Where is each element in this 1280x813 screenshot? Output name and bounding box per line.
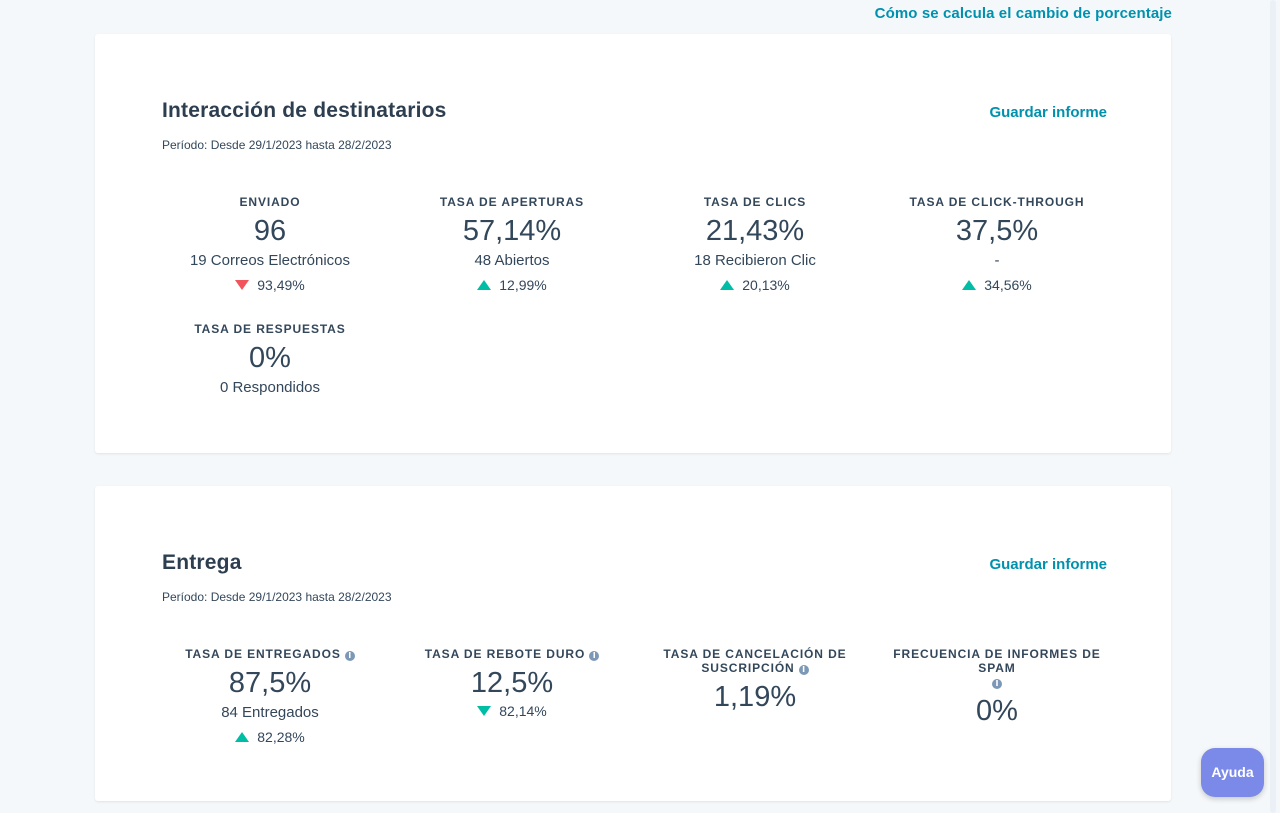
metric-value: 0% bbox=[249, 342, 291, 374]
change-value: 20,13% bbox=[742, 277, 790, 293]
metric-spam-report-rate: FRECUENCIA DE INFORMES DE SPAM i 0% bbox=[877, 647, 1117, 728]
metric-value: 21,43% bbox=[705, 215, 805, 247]
metric-label: TASA DE CLICS bbox=[703, 195, 807, 209]
metric-unsubscribe-rate: TASA DE CANCELACIÓN DE SUSCRIPCIÓN i 1,19… bbox=[635, 647, 875, 714]
metric-value: 12,5% bbox=[470, 667, 554, 699]
metric-change: 82,14% bbox=[392, 702, 632, 720]
metric-subtext: 19 Correos Electrónicos bbox=[189, 252, 351, 269]
scrollbar[interactable] bbox=[1266, 0, 1280, 813]
metric-subtext: 84 Entregados bbox=[221, 704, 319, 721]
metric-subtext: 0 Respondidos bbox=[219, 379, 321, 396]
metric-click-through-rate: TASA DE CLICK-THROUGH 37,5% - 34,56% bbox=[877, 195, 1117, 294]
delivery-card: Entrega Guardar informe Período: Desde 2… bbox=[95, 486, 1171, 801]
change-value: 82,28% bbox=[257, 729, 305, 745]
metric-open-rate: TASA DE APERTURAS 57,14% 48 Abiertos 12,… bbox=[392, 195, 632, 294]
change-value: 12,99% bbox=[499, 277, 547, 293]
metric-value: 37,5% bbox=[955, 215, 1039, 247]
metric-reply-rate: TASA DE RESPUESTAS 0% 0 Respondidos bbox=[150, 322, 390, 398]
period-text: Período: Desde 29/1/2023 hasta 28/2/2023 bbox=[162, 138, 392, 152]
metric-value: 87,5% bbox=[228, 667, 312, 699]
triangle-down-icon bbox=[235, 280, 250, 290]
metric-label-text: FRECUENCIA DE INFORMES DE SPAM bbox=[893, 647, 1101, 675]
metric-label-text: SUSCRIPCIÓN bbox=[701, 661, 795, 675]
metric-label-text: TASA DE REBOTE DURO bbox=[424, 647, 586, 661]
metric-label: TASA DE REBOTE DURO i bbox=[392, 647, 632, 661]
metric-value: 0% bbox=[976, 695, 1018, 727]
metric-change: 34,56% bbox=[877, 276, 1117, 294]
triangle-up-icon bbox=[962, 280, 977, 290]
metric-label-text: TASA DE ENTREGADOS bbox=[185, 647, 341, 661]
metric-subtext: 18 Recibieron Clic bbox=[694, 252, 816, 269]
triangle-up-icon bbox=[720, 280, 735, 290]
metric-delivered-rate: TASA DE ENTREGADOS i 87,5% 84 Entregados … bbox=[150, 647, 390, 746]
metric-label: TASA DE CLICK-THROUGH bbox=[909, 195, 1085, 209]
metric-subtext: - bbox=[994, 252, 1000, 269]
engagement-card: Interacción de destinatarios Guardar inf… bbox=[95, 34, 1171, 453]
metric-label: TASA DE APERTURAS bbox=[439, 195, 585, 209]
metric-label: TASA DE CANCELACIÓN DE SUSCRIPCIÓN i bbox=[635, 647, 875, 675]
card-title: Entrega bbox=[162, 551, 242, 574]
metric-change: 20,13% bbox=[635, 276, 875, 294]
change-value: 93,49% bbox=[257, 277, 305, 293]
metric-change: 12,99% bbox=[392, 276, 632, 294]
metric-click-rate: TASA DE CLICS 21,43% 18 Recibieron Clic … bbox=[635, 195, 875, 294]
help-button[interactable]: Ayuda bbox=[1201, 748, 1264, 797]
metric-value: 1,19% bbox=[713, 681, 797, 713]
change-value: 34,56% bbox=[984, 277, 1032, 293]
info-icon[interactable]: i bbox=[992, 679, 1002, 689]
triangle-down-icon bbox=[477, 706, 492, 716]
metric-value: 57,14% bbox=[462, 215, 562, 247]
metric-label: TASA DE RESPUESTAS bbox=[194, 322, 346, 336]
metric-label: TASA DE ENTREGADOS i bbox=[150, 647, 390, 661]
triangle-up-icon bbox=[477, 280, 492, 290]
metric-change: 93,49% bbox=[150, 276, 390, 294]
metric-label: ENVIADO bbox=[239, 195, 301, 209]
metric-label-text: TASA DE CANCELACIÓN DE bbox=[663, 647, 847, 661]
save-report-button[interactable]: Guardar informe bbox=[989, 104, 1107, 121]
save-report-button[interactable]: Guardar informe bbox=[989, 556, 1107, 573]
metric-change: 82,28% bbox=[150, 728, 390, 746]
percent-change-help-link[interactable]: Cómo se calcula el cambio de porcentaje bbox=[874, 5, 1172, 22]
metric-value: 96 bbox=[253, 215, 287, 247]
info-icon[interactable]: i bbox=[589, 651, 600, 661]
change-value: 82,14% bbox=[499, 703, 547, 719]
metric-subtext: 48 Abiertos bbox=[474, 252, 550, 269]
metric-sent: ENVIADO 96 19 Correos Electrónicos 93,49… bbox=[150, 195, 390, 294]
metric-label: FRECUENCIA DE INFORMES DE SPAM i bbox=[877, 647, 1117, 689]
card-title: Interacción de destinatarios bbox=[162, 99, 447, 122]
scrollbar-thumb[interactable] bbox=[1270, 0, 1276, 813]
info-icon[interactable]: i bbox=[798, 665, 809, 675]
metric-hard-bounce-rate: TASA DE REBOTE DURO i 12,5% 82,14% bbox=[392, 647, 632, 720]
triangle-up-icon bbox=[235, 732, 250, 742]
period-text: Período: Desde 29/1/2023 hasta 28/2/2023 bbox=[162, 590, 392, 604]
info-icon[interactable]: i bbox=[344, 651, 355, 661]
